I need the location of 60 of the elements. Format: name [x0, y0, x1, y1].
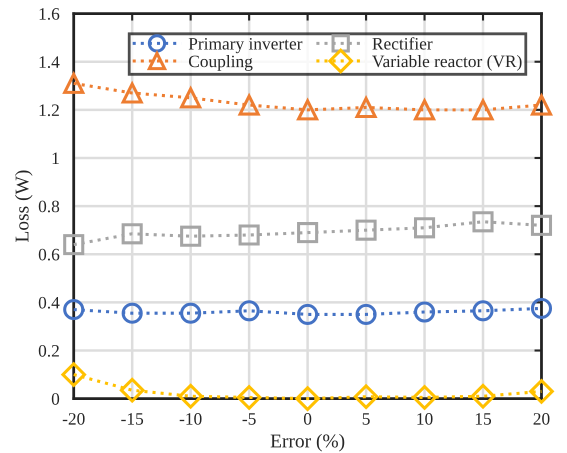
- point: [180, 87, 202, 108]
- point: [122, 302, 143, 324]
- x-tick-label: -20: [62, 413, 85, 425]
- x-axis-title: Error (%): [270, 434, 344, 452]
- y-tick-label: 1: [52, 152, 59, 164]
- point: [120, 378, 145, 403]
- y-tick-label: 1.2: [40, 104, 59, 116]
- point: [356, 220, 377, 241]
- point: [122, 82, 143, 104]
- x-tick-label: 15: [476, 413, 492, 425]
- y-axis-title: Loss (W): [14, 170, 33, 242]
- point: [412, 385, 437, 410]
- point: [238, 94, 260, 116]
- point: [354, 384, 378, 410]
- legend-label: Primary inverter: [188, 38, 302, 54]
- x-tick-label: 20: [534, 413, 550, 425]
- point: [472, 300, 494, 322]
- point: [180, 302, 202, 324]
- point: [414, 99, 436, 120]
- x-tick-label: -15: [121, 413, 144, 425]
- x-tick-label: -5: [242, 413, 256, 425]
- point: [180, 226, 202, 247]
- point: [530, 298, 552, 319]
- point: [530, 214, 552, 236]
- y-tick-label: 0.8: [38, 200, 60, 212]
- x-tick-label: -10: [180, 413, 202, 425]
- y-tick-label: 0.6: [38, 248, 60, 261]
- point: [470, 384, 496, 409]
- point: [122, 223, 143, 244]
- legend-label: Coupling: [188, 55, 253, 71]
- y-tick-label: 0.4: [38, 296, 60, 309]
- y-tick-label: 0.2: [38, 344, 59, 357]
- point: [178, 384, 203, 409]
- point: [236, 385, 262, 410]
- x-tick-label: 10: [417, 413, 433, 425]
- point: [530, 94, 552, 116]
- point: [356, 96, 377, 118]
- point: [472, 99, 494, 120]
- y-tick-label: 1.4: [40, 56, 60, 68]
- point: [414, 217, 436, 238]
- point: [295, 386, 320, 411]
- point: [63, 234, 84, 256]
- y-tick-label: 0: [52, 393, 60, 405]
- point: [356, 304, 377, 325]
- legend-label: Variable reactor (VR): [372, 54, 522, 71]
- x-tick-label: 0: [304, 413, 312, 425]
- y-tick-label: 1.6: [40, 8, 60, 20]
- point: [414, 301, 436, 323]
- point: [63, 299, 84, 320]
- legend-label: Rectifier: [372, 37, 433, 50]
- x-tick-label: 5: [362, 413, 370, 425]
- point: [297, 99, 318, 120]
- point: [238, 300, 260, 322]
- point: [529, 379, 554, 404]
- point: [297, 222, 318, 244]
- point: [472, 211, 494, 232]
- point: [238, 224, 260, 246]
- point: [61, 362, 86, 387]
- point: [63, 72, 84, 94]
- point: [297, 304, 318, 325]
